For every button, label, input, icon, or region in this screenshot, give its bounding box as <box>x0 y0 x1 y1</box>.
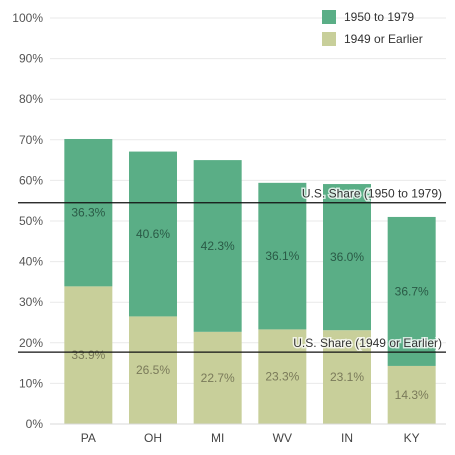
x-tick-label: WV <box>273 431 292 445</box>
bars <box>64 138 436 424</box>
bar-segment <box>193 160 242 332</box>
y-tick-label: 90% <box>19 52 43 66</box>
y-tick-label: 70% <box>19 133 43 147</box>
legend-swatch <box>322 10 336 24</box>
y-tick-label: 0% <box>26 417 44 431</box>
x-tick-label: PA <box>81 431 96 445</box>
axes: 0% 10% 20% 30% 40% 50% 60% 70% 80% 90% 100% PA OH MI W… <box>12 11 446 445</box>
y-tick-label: 40% <box>19 255 43 269</box>
reference-lines: U.S. Share (1950 to 1979) U.S. Share (194… <box>18 185 446 353</box>
x-tick-label: OH <box>144 431 162 445</box>
data-label: 14.3% <box>395 388 429 402</box>
data-label: 36.1% <box>265 249 299 263</box>
bar-segment <box>387 216 436 366</box>
y-tick-label: 10% <box>19 376 43 390</box>
x-tick-label: IN <box>341 431 353 445</box>
x-tick-label: MI <box>211 431 224 445</box>
y-tick-label: 100% <box>12 11 43 25</box>
gridlines <box>50 17 446 384</box>
data-label: 42.3% <box>201 239 235 253</box>
bar-segment <box>323 330 371 424</box>
data-label: 33.9% <box>71 348 105 362</box>
legend-label: 1949 or Earlier <box>344 32 423 46</box>
bar-segment <box>193 331 242 424</box>
bar-segment <box>323 184 371 331</box>
y-tick-label: 50% <box>19 214 43 228</box>
reference-line-label: U.S. Share (1950 to 1979) <box>302 187 442 201</box>
y-tick-label: 80% <box>19 92 43 106</box>
y-tick-label: 20% <box>19 336 43 350</box>
data-label: 22.7% <box>201 371 235 385</box>
bar-segment <box>64 286 113 424</box>
data-label: 40.6% <box>136 227 170 241</box>
data-label: 36.3% <box>71 206 105 220</box>
data-label: 26.5% <box>136 363 170 377</box>
bar-segment <box>129 151 177 317</box>
bar-segment <box>129 316 177 424</box>
x-tick-label: KY <box>404 431 420 445</box>
y-tick-label: 30% <box>19 295 43 309</box>
bar-segment <box>258 329 307 424</box>
bar-segment <box>64 138 113 287</box>
data-labels: 33.9% 36.3% 26.5% 40.6% 22.7% 42.3% 23.3% 36.1%… <box>71 206 429 402</box>
data-label: 36.0% <box>330 250 364 264</box>
legend-label: 1950 to 1979 <box>344 10 414 24</box>
data-label: 23.1% <box>330 370 364 384</box>
bar-segment <box>387 365 436 424</box>
data-label: 36.7% <box>395 284 429 298</box>
legend-swatch <box>322 32 336 46</box>
bar-segment <box>258 182 307 330</box>
legend: 1950 to 1979 1949 or Earlier <box>322 10 423 46</box>
y-tick-label: 60% <box>19 173 43 187</box>
data-label: 23.3% <box>265 370 299 384</box>
reference-line-label: U.S. Share (1949 or Earlier) <box>293 336 442 350</box>
